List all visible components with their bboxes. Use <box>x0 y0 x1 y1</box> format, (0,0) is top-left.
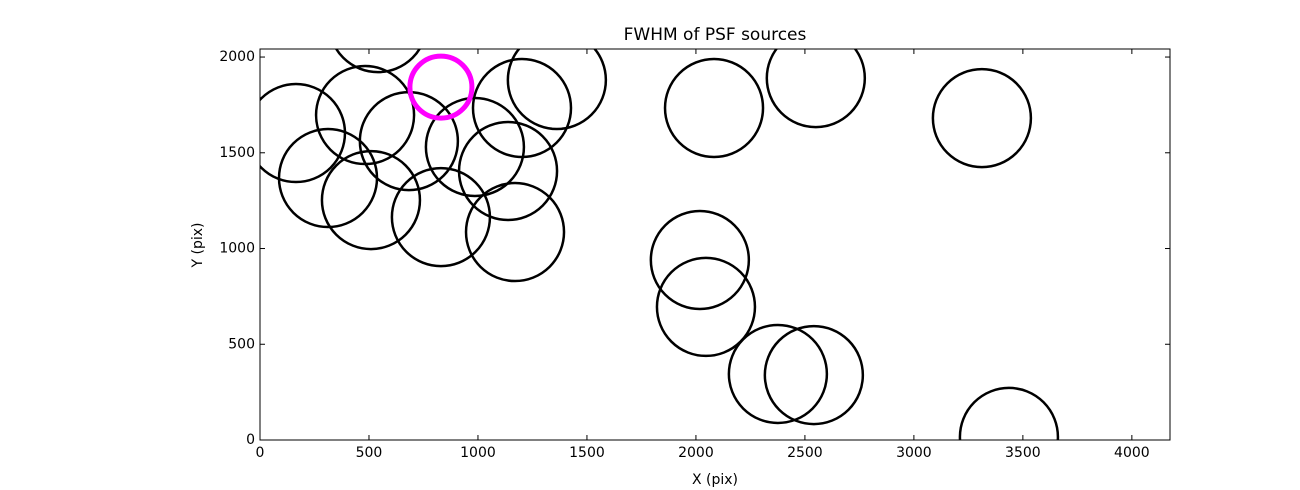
x-tick-label: 0 <box>256 445 265 461</box>
y-axis-label: Y (pix) <box>190 223 206 269</box>
point <box>663 57 765 159</box>
chart-title: FWHM of PSF sources <box>624 25 807 45</box>
axes-frame <box>259 48 1171 441</box>
point <box>727 323 829 425</box>
x-tick-label: 3500 <box>1005 445 1041 461</box>
point <box>464 181 566 283</box>
point <box>320 149 422 251</box>
point <box>765 49 867 129</box>
point <box>407 53 475 121</box>
y-tick-label: 500 <box>228 336 255 352</box>
point <box>334 49 421 74</box>
x-tick-label: 1500 <box>569 445 605 461</box>
y-tick-label: 2000 <box>219 49 255 65</box>
point <box>958 386 1060 440</box>
x-tick-label: 3000 <box>896 445 932 461</box>
point <box>649 209 751 311</box>
x-tick-label: 2000 <box>678 445 714 461</box>
plot-area <box>260 49 1060 440</box>
x-tick-label: 1000 <box>460 445 496 461</box>
point <box>655 256 757 358</box>
x-tick-label: 2500 <box>787 445 823 461</box>
point <box>471 57 573 159</box>
point <box>457 120 559 222</box>
point <box>260 82 347 184</box>
x-tick-label: 4000 <box>1114 445 1150 461</box>
point <box>763 324 865 426</box>
point <box>931 67 1033 169</box>
y-tick-label: 1500 <box>219 145 255 161</box>
point <box>358 90 460 192</box>
point <box>314 64 416 166</box>
y-tick-label: 0 <box>246 432 255 448</box>
y-tick-label: 1000 <box>219 241 255 257</box>
x-axis-label: X (pix) <box>692 472 738 488</box>
x-tick-label: 500 <box>356 445 383 461</box>
point <box>506 49 608 131</box>
